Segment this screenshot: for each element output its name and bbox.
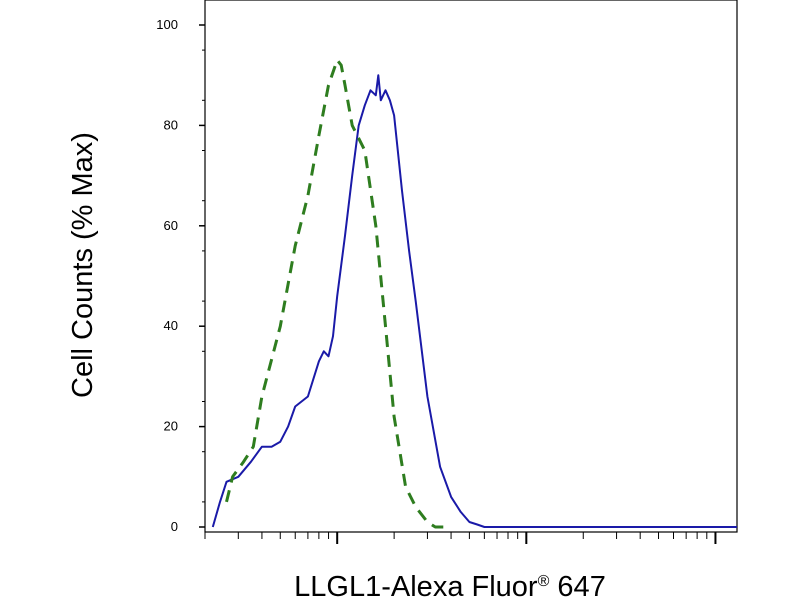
x-axis: [204, 532, 717, 544]
series-layer: [211, 58, 737, 529]
y-tick-label: 80: [164, 117, 178, 132]
x-axis-title-suffix: 647: [549, 571, 605, 600]
x-axis-title: LLGL1-Alexa Fluor® 647: [294, 571, 606, 600]
x-axis-title-superscript: ®: [538, 573, 550, 590]
y-axis-title: Cell Counts (% Max): [67, 132, 99, 398]
y-tick-label: 20: [164, 419, 178, 434]
series-line-2: [225, 58, 452, 529]
plot-frame: [204, 0, 738, 533]
y-tick-label: 40: [164, 318, 178, 333]
y-tick-label: 100: [156, 17, 178, 32]
y-tick-label: 60: [164, 218, 178, 233]
y-axis: 0 20 40 60 80 100: [156, 17, 205, 534]
y-tick-label: 0: [171, 519, 178, 534]
x-axis-title-main: LLGL1-Alexa Fluor: [294, 571, 538, 600]
series-line-1: [211, 74, 737, 528]
